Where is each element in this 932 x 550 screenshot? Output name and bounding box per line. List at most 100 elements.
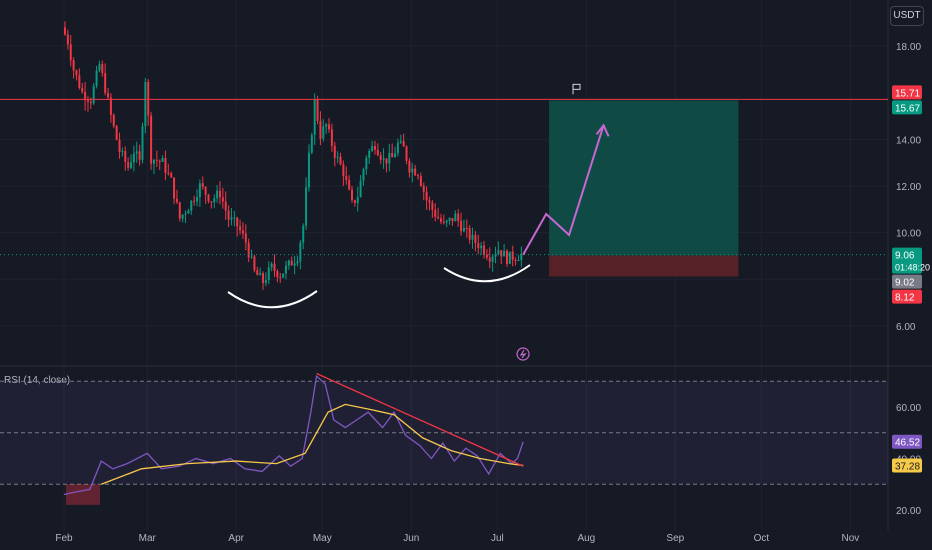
x-tick-label: Nov: [841, 533, 859, 544]
candle-body: [313, 99, 316, 135]
candle-body: [150, 115, 153, 164]
candle-body: [500, 250, 503, 257]
candle-body: [141, 126, 144, 160]
candle-body: [376, 149, 379, 156]
candle-body: [330, 129, 333, 146]
candle-body: [107, 92, 110, 98]
candle-body: [348, 179, 351, 190]
projection-path: [522, 125, 605, 256]
candle-body: [457, 213, 460, 222]
candle-body: [422, 185, 425, 192]
x-tick-label: Apr: [228, 533, 244, 544]
price-axis-label-text: 15.67: [895, 103, 920, 114]
candle-body: [494, 254, 497, 257]
candle-body: [193, 200, 196, 202]
candle-body: [81, 87, 84, 92]
candle-body: [187, 210, 190, 214]
candle-body: [241, 230, 244, 234]
candle-body: [207, 194, 210, 202]
candle-body: [284, 265, 287, 274]
candle-body: [138, 151, 141, 160]
candle-body: [339, 156, 342, 165]
candle-body: [417, 175, 420, 177]
bottom-curve: [227, 290, 318, 309]
candle-body: [101, 64, 104, 74]
candle-body: [66, 34, 69, 45]
candle-body: [152, 159, 155, 164]
candle-body: [155, 159, 158, 161]
candle-body: [178, 202, 181, 219]
candle-body: [75, 70, 78, 76]
candle-body: [161, 158, 164, 162]
candle-body: [239, 226, 242, 231]
candle-body: [414, 168, 417, 176]
candle-body: [262, 273, 265, 283]
price-axis-label-text: 9.06: [895, 251, 915, 262]
candle-body: [218, 190, 221, 198]
flag-icon: [572, 83, 581, 90]
bottom-curve: [443, 264, 531, 283]
candle-body: [359, 180, 362, 198]
price-tick-label: 14.00: [896, 135, 921, 146]
candle-body: [316, 99, 319, 121]
candle-body: [431, 202, 434, 210]
price-axis-label: [892, 274, 922, 289]
candle-body: [333, 145, 336, 158]
candle-body: [468, 227, 471, 240]
price-axis-label: [892, 100, 922, 115]
candle-body: [396, 142, 399, 154]
candle-body: [356, 197, 359, 203]
candle-body: [488, 257, 491, 262]
candle-body: [439, 218, 442, 222]
candle-body: [434, 209, 437, 217]
candle-body: [307, 152, 310, 188]
candle-body: [368, 150, 371, 158]
candle-body: [485, 254, 488, 258]
candle-body: [112, 114, 115, 126]
rsi-oversold-fill: [66, 484, 100, 505]
target-zone: [549, 100, 739, 256]
price-axis-label: [892, 85, 922, 100]
price-axis-label-text: 9.02: [895, 278, 915, 289]
x-tick-label: Mar: [139, 533, 157, 544]
candle-body: [480, 245, 483, 249]
candle-body: [204, 186, 207, 195]
price-axis-label-countdown: 01:48:20: [895, 263, 930, 273]
candle-body: [267, 267, 270, 281]
stop-zone: [549, 255, 739, 277]
candle-body: [224, 201, 227, 211]
candle-body: [405, 146, 408, 161]
projection-arrowhead: [595, 123, 610, 137]
lightning-icon: [519, 349, 527, 359]
candle-body: [253, 256, 256, 271]
candle-body: [336, 156, 339, 158]
candle-body: [419, 176, 422, 186]
candle-body: [454, 213, 457, 222]
candle-body: [196, 197, 199, 202]
candle-body: [92, 85, 95, 104]
candle-body: [511, 251, 514, 260]
candle-body: [471, 234, 474, 240]
candle-body: [236, 217, 239, 227]
price-axis-label-text: 15.71: [895, 88, 920, 99]
x-tick-label: Sep: [666, 533, 684, 544]
candle-body: [270, 263, 273, 268]
candle-body: [517, 260, 520, 262]
candle-body: [276, 270, 279, 278]
candle-body: [402, 141, 405, 147]
candle-body: [365, 157, 368, 170]
candle-body: [84, 91, 87, 101]
candle-body: [411, 168, 414, 173]
candle-body: [287, 260, 290, 266]
candle-body: [72, 60, 75, 71]
currency-badge[interactable]: USDT: [890, 6, 924, 26]
candle-body: [391, 152, 394, 158]
candle-body: [132, 153, 135, 163]
candle-body: [408, 160, 411, 173]
candle-body: [305, 187, 308, 226]
candle-body: [373, 145, 376, 150]
rsi-legend: RSI (14, close): [4, 375, 71, 386]
candle-body: [474, 234, 477, 243]
candle-body: [135, 151, 138, 154]
